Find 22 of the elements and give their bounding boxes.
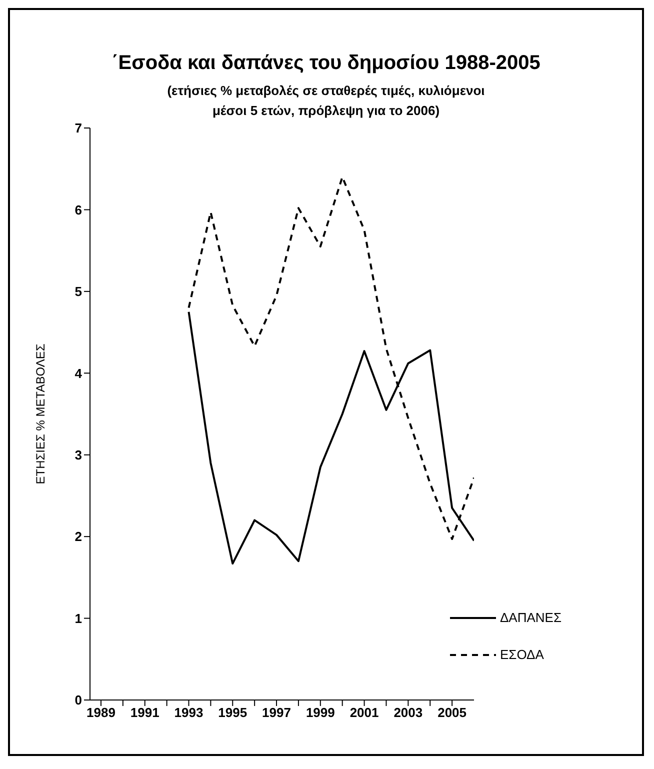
y-tick-label: 0	[74, 692, 82, 708]
x-tick-label: 2001	[350, 705, 379, 720]
y-axis-title: ΕΤΗΣΙΕΣ % ΜΕΤΑΒΟΛΕΣ	[33, 344, 48, 484]
y-tick-label: 7	[74, 120, 82, 136]
y-tick-label: 5	[74, 284, 82, 300]
x-tick-label: 1999	[306, 705, 335, 720]
y-tick-label: 4	[74, 366, 83, 381]
y-tick-label: 3	[74, 447, 82, 462]
x-tick-label: 1997	[262, 705, 291, 720]
x-tick-label: 1995	[218, 705, 248, 720]
x-tick-label: 2003	[394, 705, 423, 720]
x-tick-label: 1991	[130, 705, 160, 720]
x-tick-label: 1993	[174, 705, 204, 720]
y-tick-label: 1	[74, 610, 82, 626]
legend-label: ΕΣΟΔΑ	[500, 647, 544, 662]
legend-label: ΔΑΠΑΝΕΣ	[500, 610, 562, 625]
y-tick-label: 6	[74, 202, 82, 218]
x-tick-label: 2005	[438, 705, 467, 720]
y-tick-label: 2	[74, 529, 82, 544]
chart-subtitle: (ετήσιες % μεταβολές σε σταθερές τιμές, κυλιόμενοι μέσοι 5 ετών, πρόβλεψη για το 2006)	[166, 82, 486, 120]
chart-title: ΄Εσοδα και δαπάνες του δημοσίου 1988-2005	[110, 52, 542, 75]
x-tick-label: 1989	[86, 705, 116, 720]
